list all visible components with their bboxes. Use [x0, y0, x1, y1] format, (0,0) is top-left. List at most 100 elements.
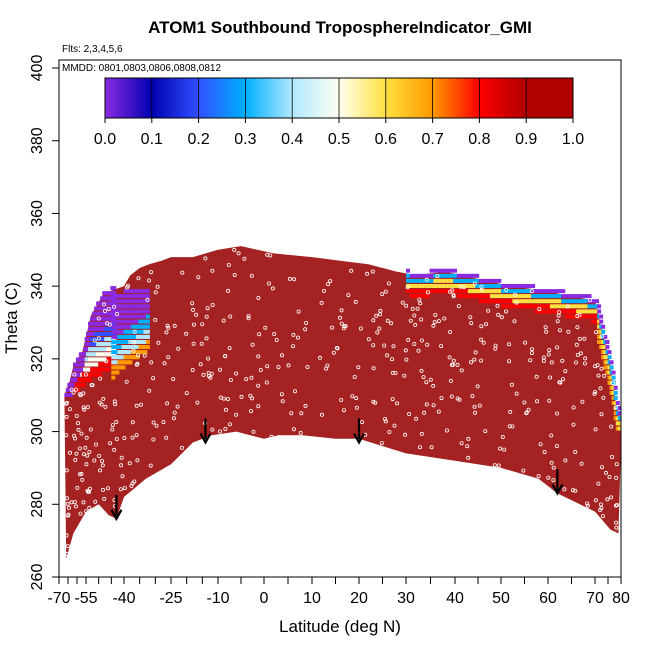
grid-cell	[486, 278, 491, 283]
sample-point	[65, 496, 70, 501]
sample-point	[82, 407, 87, 412]
sample-point	[73, 504, 78, 509]
grid-cell	[119, 365, 124, 370]
grid-cell	[413, 294, 418, 299]
sample-point	[472, 281, 477, 286]
sample-point	[184, 391, 189, 396]
sample-point	[223, 426, 228, 431]
sample-point	[504, 287, 509, 292]
grid-cell	[140, 345, 145, 349]
sample-point	[507, 424, 512, 429]
colorbar-tick-label: 0.0	[94, 131, 116, 148]
sample-point	[101, 396, 106, 401]
sample-point	[217, 429, 222, 434]
sample-point	[225, 397, 230, 402]
grid-cell	[445, 278, 450, 283]
grid-cell	[534, 304, 539, 309]
grid-cell	[605, 345, 610, 349]
grid-cell	[138, 289, 143, 294]
grid-cell	[433, 268, 438, 273]
grid-cell	[112, 316, 117, 321]
sample-point	[416, 348, 421, 353]
grid-cell	[143, 319, 148, 324]
grid-cell	[104, 362, 109, 367]
grid-cell	[98, 372, 103, 377]
sample-point	[365, 271, 370, 276]
grid-cell	[475, 289, 480, 294]
grid-cell	[587, 294, 592, 299]
y-tick-label: 260	[29, 564, 46, 591]
grid-cell	[453, 284, 457, 288]
grid-cell	[572, 304, 577, 309]
grid-cell	[615, 426, 620, 431]
grid-cell	[607, 380, 612, 385]
grid-cell	[413, 273, 418, 278]
grid-cell	[568, 304, 573, 309]
flights-note: Flts: 2,3,4,5,6	[62, 44, 123, 55]
grid-cell	[501, 284, 505, 288]
sample-point	[65, 501, 70, 506]
sample-point	[199, 341, 204, 346]
grid-cell	[456, 294, 461, 299]
sample-point	[477, 403, 482, 408]
sample-point	[248, 409, 253, 414]
grid-cell	[464, 289, 469, 294]
sample-point	[295, 335, 300, 340]
grid-cell	[119, 309, 124, 314]
grid-cell	[456, 278, 461, 283]
grid-cell	[104, 352, 109, 357]
grid-cell	[128, 334, 133, 339]
grid-cell	[482, 289, 487, 294]
grid-cell	[123, 324, 128, 329]
grid-cell	[453, 268, 457, 273]
grid-cell	[88, 326, 92, 331]
grid-cell	[445, 268, 450, 273]
grid-cell	[613, 401, 618, 405]
grid-cell	[433, 273, 438, 278]
sample-point	[479, 324, 484, 329]
sample-point	[577, 312, 582, 317]
sample-point	[100, 463, 105, 468]
grid-cell	[111, 319, 116, 324]
grid-cell	[437, 273, 442, 278]
sample-point	[551, 478, 556, 483]
sample-point	[103, 404, 108, 409]
sample-point	[138, 402, 143, 407]
grid-cell	[605, 360, 610, 365]
grid-cell	[111, 365, 116, 370]
grid-cell	[125, 334, 130, 339]
grid-cell	[493, 294, 498, 299]
y-tick-label: 320	[29, 345, 46, 372]
sample-point	[436, 409, 441, 414]
sample-point	[134, 362, 139, 367]
sample-point	[151, 420, 156, 425]
grid-cell	[111, 329, 116, 334]
x-tick-label: 60	[539, 590, 557, 607]
colorbar-band	[479, 78, 527, 118]
sample-point	[457, 397, 462, 402]
grid-cell	[523, 299, 528, 304]
sample-point	[201, 372, 206, 377]
grid-cell	[449, 284, 454, 288]
sample-point	[449, 362, 454, 367]
grid-cell	[611, 380, 616, 385]
y-tick-label: 340	[29, 273, 46, 300]
grid-cell	[135, 355, 140, 360]
grid-cell	[138, 314, 143, 319]
grid-cell	[611, 375, 616, 380]
sample-point	[444, 428, 449, 433]
grid-cell	[601, 340, 606, 344]
sample-point	[472, 357, 477, 362]
grid-cell	[542, 304, 547, 309]
sample-point	[115, 311, 120, 316]
sample-point	[571, 405, 576, 410]
grid-cell	[140, 319, 145, 324]
grid-cell	[534, 299, 539, 304]
grid-cell	[406, 268, 410, 273]
sample-point	[265, 364, 270, 369]
sample-point	[371, 343, 376, 348]
grid-cell	[501, 304, 505, 309]
x-tick-label: 80	[612, 590, 630, 607]
sample-point	[442, 316, 447, 321]
